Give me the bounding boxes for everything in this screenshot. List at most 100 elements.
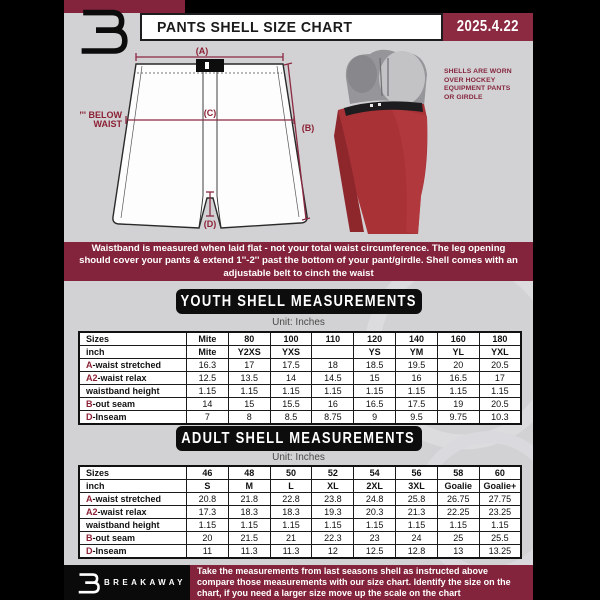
table-cell: 11 (186, 544, 229, 559)
photo-caption-line: OVER HOCKEY (444, 76, 496, 84)
table-row: waistband height 1.15 1.15 1.15 1.15 1.15 1.15… (78, 518, 522, 532)
photo-caption: SHELLS ARE WORN OVER HOCKEY EQUIPMENT PA… (444, 68, 522, 102)
table-cell: 1.15 (478, 384, 522, 398)
table-cell: 19 (436, 397, 480, 411)
table-cell: 17.5 (269, 358, 313, 372)
row-label: A-waist stretched (78, 492, 187, 506)
row-label: A2-waist relax (78, 371, 187, 385)
row-label-prefix: A2 (86, 507, 98, 517)
table-cell: 21.8 (227, 492, 271, 506)
table-cell: 13.25 (478, 544, 522, 559)
page-title: PANTS SHELL SIZE CHART (157, 18, 353, 36)
table-cell: 20.8 (186, 492, 229, 506)
table-cell: 1.15 (478, 518, 522, 532)
row-label: A2-waist relax (78, 505, 187, 519)
row-label: B-out seam (78, 397, 187, 411)
table-cell: 19.5 (395, 358, 438, 372)
row-label-prefix: D (86, 412, 93, 422)
breakaway-logo-small-icon (78, 572, 100, 593)
row-label: inch (78, 479, 187, 493)
table-cell: 1.15 (186, 384, 229, 398)
table-cell: 21.3 (395, 505, 438, 519)
table-cell: 22.3 (311, 531, 355, 545)
row-label: waistband height (78, 384, 187, 398)
row-label: Sizes (78, 465, 187, 480)
table-cell: 1.15 (227, 384, 271, 398)
photo-caption-line: SHELLS ARE WORN (444, 68, 512, 75)
table-row: A-waist stretched 16.3 17 17.5 18 18.5 19.5 20 2… (78, 358, 522, 372)
row-label: D-Inseam (78, 410, 187, 425)
table-cell: 12.5 (353, 544, 397, 559)
table-cell: 9.75 (436, 410, 480, 425)
table-cell: Mite (186, 331, 229, 346)
table-cell: S (186, 479, 229, 493)
table-cell: 22.8 (269, 492, 313, 506)
measurement-notice-text: Waistband is measured when laid flat - n… (79, 242, 518, 279)
youth-section-title: YOUTH SHELL MEASUREMENTS (180, 292, 417, 310)
table-cell: 1.15 (186, 518, 229, 532)
table-cell: 20 (436, 358, 480, 372)
table-cell: 11.3 (269, 544, 313, 559)
table-cell: 2XL (353, 479, 397, 493)
table-row: Sizes 46 48 50 52 54 56 58 60 (78, 465, 522, 480)
brand-name: BREAKAWAY (104, 578, 186, 587)
table-cell: 16.5 (353, 397, 397, 411)
table-cell: 22.25 (436, 505, 480, 519)
footer-brand-bar: BREAKAWAY (64, 565, 190, 600)
below-waist-label-line1: 7'' BELOW (80, 110, 123, 120)
table-cell: YXS (269, 345, 313, 359)
table-cell: 1.15 (395, 384, 438, 398)
table-cell: 15.5 (269, 397, 313, 411)
table-cell: 52 (311, 465, 355, 480)
adult-section-title: ADULT SHELL MEASUREMENTS (181, 429, 416, 447)
table-cell: 25.5 (478, 531, 522, 545)
top-strip-maroon (64, 0, 185, 13)
row-label-prefix: A (86, 494, 93, 504)
table-cell: 18.3 (227, 505, 271, 519)
table-cell: 13 (436, 544, 480, 559)
diagram-label-c: (C) (204, 108, 217, 118)
table-cell: YS (353, 345, 397, 359)
table-cell: 19.3 (311, 505, 355, 519)
page-title-box: PANTS SHELL SIZE CHART (140, 13, 443, 41)
row-label-prefix: D (86, 546, 93, 556)
table-cell: 20 (186, 531, 229, 545)
diagram-label-b: (B) (302, 123, 315, 133)
size-chart-page: PANTS SHELL SIZE CHART 2025.4.22 (A) (64, 0, 533, 600)
table-row: A2-waist relax 17.3 18.3 18.3 19.3 20.3 21.3 22… (78, 505, 522, 519)
table-cell: 1.15 (311, 518, 355, 532)
below-waist-label-line2: WAIST (94, 119, 123, 129)
table-cell: 24.8 (353, 492, 397, 506)
table-cell: 13.5 (227, 371, 271, 385)
photo-caption-line: OR GIRDLE (444, 93, 483, 101)
table-cell: 25.8 (395, 492, 438, 506)
youth-unit-label: Unit: Inches (272, 317, 325, 328)
table-cell: Mite (186, 345, 229, 359)
table-cell: 8.5 (269, 410, 313, 425)
row-label-prefix: B (86, 399, 93, 409)
adult-measurements-table: Sizes 46 48 50 52 54 56 58 60 inch S M L XL 2XL 3XL Goal… (78, 465, 522, 559)
table-cell: 17 (478, 371, 522, 385)
row-label-prefix: B (86, 533, 93, 543)
row-label-prefix: A2 (86, 373, 98, 383)
table-cell: 16 (311, 397, 355, 411)
table-cell: L (269, 479, 313, 493)
table-cell: 16.3 (186, 358, 229, 372)
table-cell: 20.5 (478, 358, 522, 372)
table-cell: 3XL (395, 479, 438, 493)
table-cell: 20.3 (353, 505, 397, 519)
table-cell: 16 (395, 371, 438, 385)
table-cell: 23.25 (478, 505, 522, 519)
table-cell: 26.75 (436, 492, 480, 506)
table-row: Sizes Mite 80 100 110 120 140 160 180 (78, 331, 522, 346)
table-cell: 100 (269, 331, 313, 346)
table-cell: 1.15 (436, 518, 480, 532)
table-cell: 15 (227, 397, 271, 411)
table-cell (311, 345, 355, 359)
table-cell: 14 (186, 397, 229, 411)
table-cell: 8 (227, 410, 271, 425)
youth-section-banner: YOUTH SHELL MEASUREMENTS (175, 289, 422, 314)
table-cell: XL (311, 479, 355, 493)
table-cell: 120 (353, 331, 397, 346)
table-row: B-out seam 14 15 15.5 16 16.5 17.5 19 20.5 (78, 397, 522, 411)
